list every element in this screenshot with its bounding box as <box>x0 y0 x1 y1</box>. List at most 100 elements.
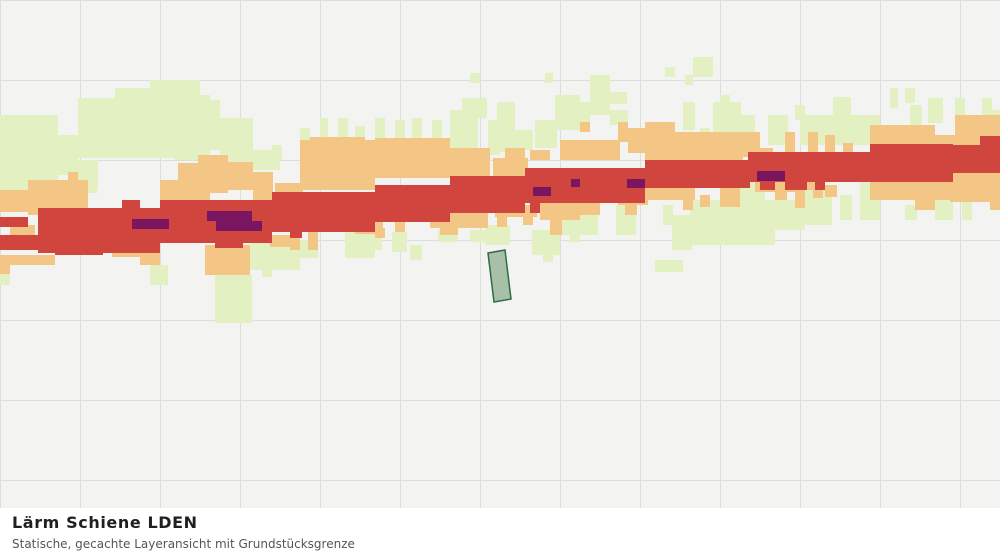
noise-cell-lightgreen <box>262 265 272 277</box>
noise-cell-orange <box>825 135 835 155</box>
noise-cell-lightgreen <box>205 100 220 150</box>
noise-cell-orange <box>693 140 708 152</box>
noise-cell-orange <box>590 205 600 215</box>
noise-cell-orange <box>68 172 78 184</box>
noise-band-red <box>0 136 1000 255</box>
noise-cell-orange <box>775 180 787 200</box>
noise-cell-lightgreen <box>272 145 282 160</box>
noise-cell-lightgreen <box>833 97 851 117</box>
noise-cell-orange <box>395 222 405 232</box>
noise-cell-orange <box>825 185 837 197</box>
noise-cell-orange <box>560 140 620 160</box>
noise-cell-orange <box>808 132 818 152</box>
noise-cell-lightgreen <box>392 232 407 252</box>
noise-cell-red <box>490 200 500 210</box>
noise-cell-red <box>785 175 807 190</box>
noise-cell-lightgreen <box>0 265 10 285</box>
noise-cell-lightgreen <box>412 118 422 138</box>
noise-cell-orange <box>870 180 950 200</box>
noise-cell-orange <box>290 230 300 250</box>
noise-cell-lightgreen <box>175 95 210 160</box>
noise-cell-lightgreen <box>485 225 510 245</box>
noise-cell-orange <box>310 137 365 149</box>
noise-cell-red <box>953 145 1000 173</box>
noise-cell-orange <box>675 132 743 162</box>
noise-cell-lightgreen <box>515 130 533 150</box>
noise-cell-orange <box>225 162 253 190</box>
noise-cell-lightgreen <box>600 92 627 104</box>
noise-cell-orange <box>683 195 693 210</box>
noise-cell-orange <box>530 150 550 160</box>
noise-cell-orange <box>448 148 490 178</box>
noise-cell-lightgreen <box>672 215 692 250</box>
noise-cell-lightgreen <box>470 73 480 83</box>
noise-cell-purple <box>207 211 252 221</box>
map-caption: Lärm Schiene LDEN Statische, gecachte La… <box>0 508 1000 560</box>
noise-cell-orange <box>523 215 533 225</box>
noise-cell-lightgreen <box>462 98 487 118</box>
noise-cell-orange <box>550 215 562 235</box>
noise-cell-red <box>290 228 302 238</box>
noise-cell-lightgreen <box>338 118 348 138</box>
noise-cell-orange <box>440 225 458 235</box>
map-view[interactable] <box>0 0 1000 508</box>
noise-cell-lightgreen <box>955 98 965 118</box>
noise-cell-lightgreen <box>693 57 713 77</box>
noise-map <box>0 0 1000 508</box>
noise-cell-lightgreen <box>795 105 805 120</box>
noise-cell-orange <box>0 255 55 265</box>
noise-cell-red <box>870 144 953 182</box>
noise-cell-orange <box>10 225 35 237</box>
noise-cell-red <box>530 198 540 213</box>
noise-cell-lightgreen <box>355 126 365 138</box>
noise-cell-lightgreen <box>535 120 557 148</box>
noise-cell-lightgreen <box>890 88 898 108</box>
noise-cell-lightgreen <box>78 98 118 158</box>
noise-cell-lightgreen <box>665 67 675 77</box>
layer-subtitle: Statische, gecachte Layeransicht mit Gru… <box>12 537 355 551</box>
noise-cell-lightgreen <box>497 102 515 152</box>
noise-cell-purple <box>132 219 169 229</box>
noise-cell-lightgreen <box>720 95 730 105</box>
noise-cell-orange <box>215 260 243 275</box>
noise-cell-lightgreen <box>320 118 328 138</box>
noise-cell-red <box>560 190 618 200</box>
noise-cell-orange <box>375 228 385 238</box>
noise-cell-orange <box>645 122 675 162</box>
noise-cell-red <box>645 160 750 188</box>
parcel-boundary[interactable] <box>487 249 512 303</box>
noise-cell-lightgreen <box>962 200 972 220</box>
noise-cell-lightgreen <box>683 102 695 130</box>
noise-cell-lightgreen <box>488 120 500 155</box>
layer-title: Lärm Schiene LDEN <box>12 513 198 532</box>
noise-cell-lightgreen <box>345 230 375 258</box>
noise-cell-orange <box>920 125 930 140</box>
noise-cell-orange <box>843 143 853 153</box>
noise-cell-orange <box>0 262 10 274</box>
noise-cell-orange <box>253 172 273 202</box>
noise-cell-lightgreen <box>372 230 382 250</box>
noise-cell-orange <box>795 180 805 208</box>
noise-band-orange <box>0 115 1000 275</box>
noise-cell-lightgreen <box>375 118 385 138</box>
noise-cell-orange <box>0 190 28 212</box>
noise-cell-lightgreen <box>840 195 852 220</box>
noise-cell-orange <box>990 190 1000 210</box>
noise-cell-orange <box>700 195 710 207</box>
noise-cell-orange <box>505 148 525 168</box>
noise-cell-lightgreen <box>432 120 442 138</box>
noise-cell-orange <box>978 115 1000 140</box>
noise-cell-lightgreen <box>735 115 755 135</box>
noise-cell-lightgreen <box>85 185 97 193</box>
noise-cell-orange <box>915 190 935 210</box>
noise-cell-purple <box>533 187 551 196</box>
noise-cell-lightgreen <box>768 115 788 145</box>
noise-cell-lightgreen <box>570 230 580 242</box>
noise-cell-red <box>55 240 103 255</box>
noise-cell-lightgreen <box>610 110 628 125</box>
noise-cell-orange <box>625 205 637 215</box>
noise-cell-lightgreen <box>410 245 422 260</box>
noise-cell-red <box>815 175 825 190</box>
noise-cell-orange <box>375 138 450 178</box>
noise-cell-lightgreen <box>543 250 553 262</box>
